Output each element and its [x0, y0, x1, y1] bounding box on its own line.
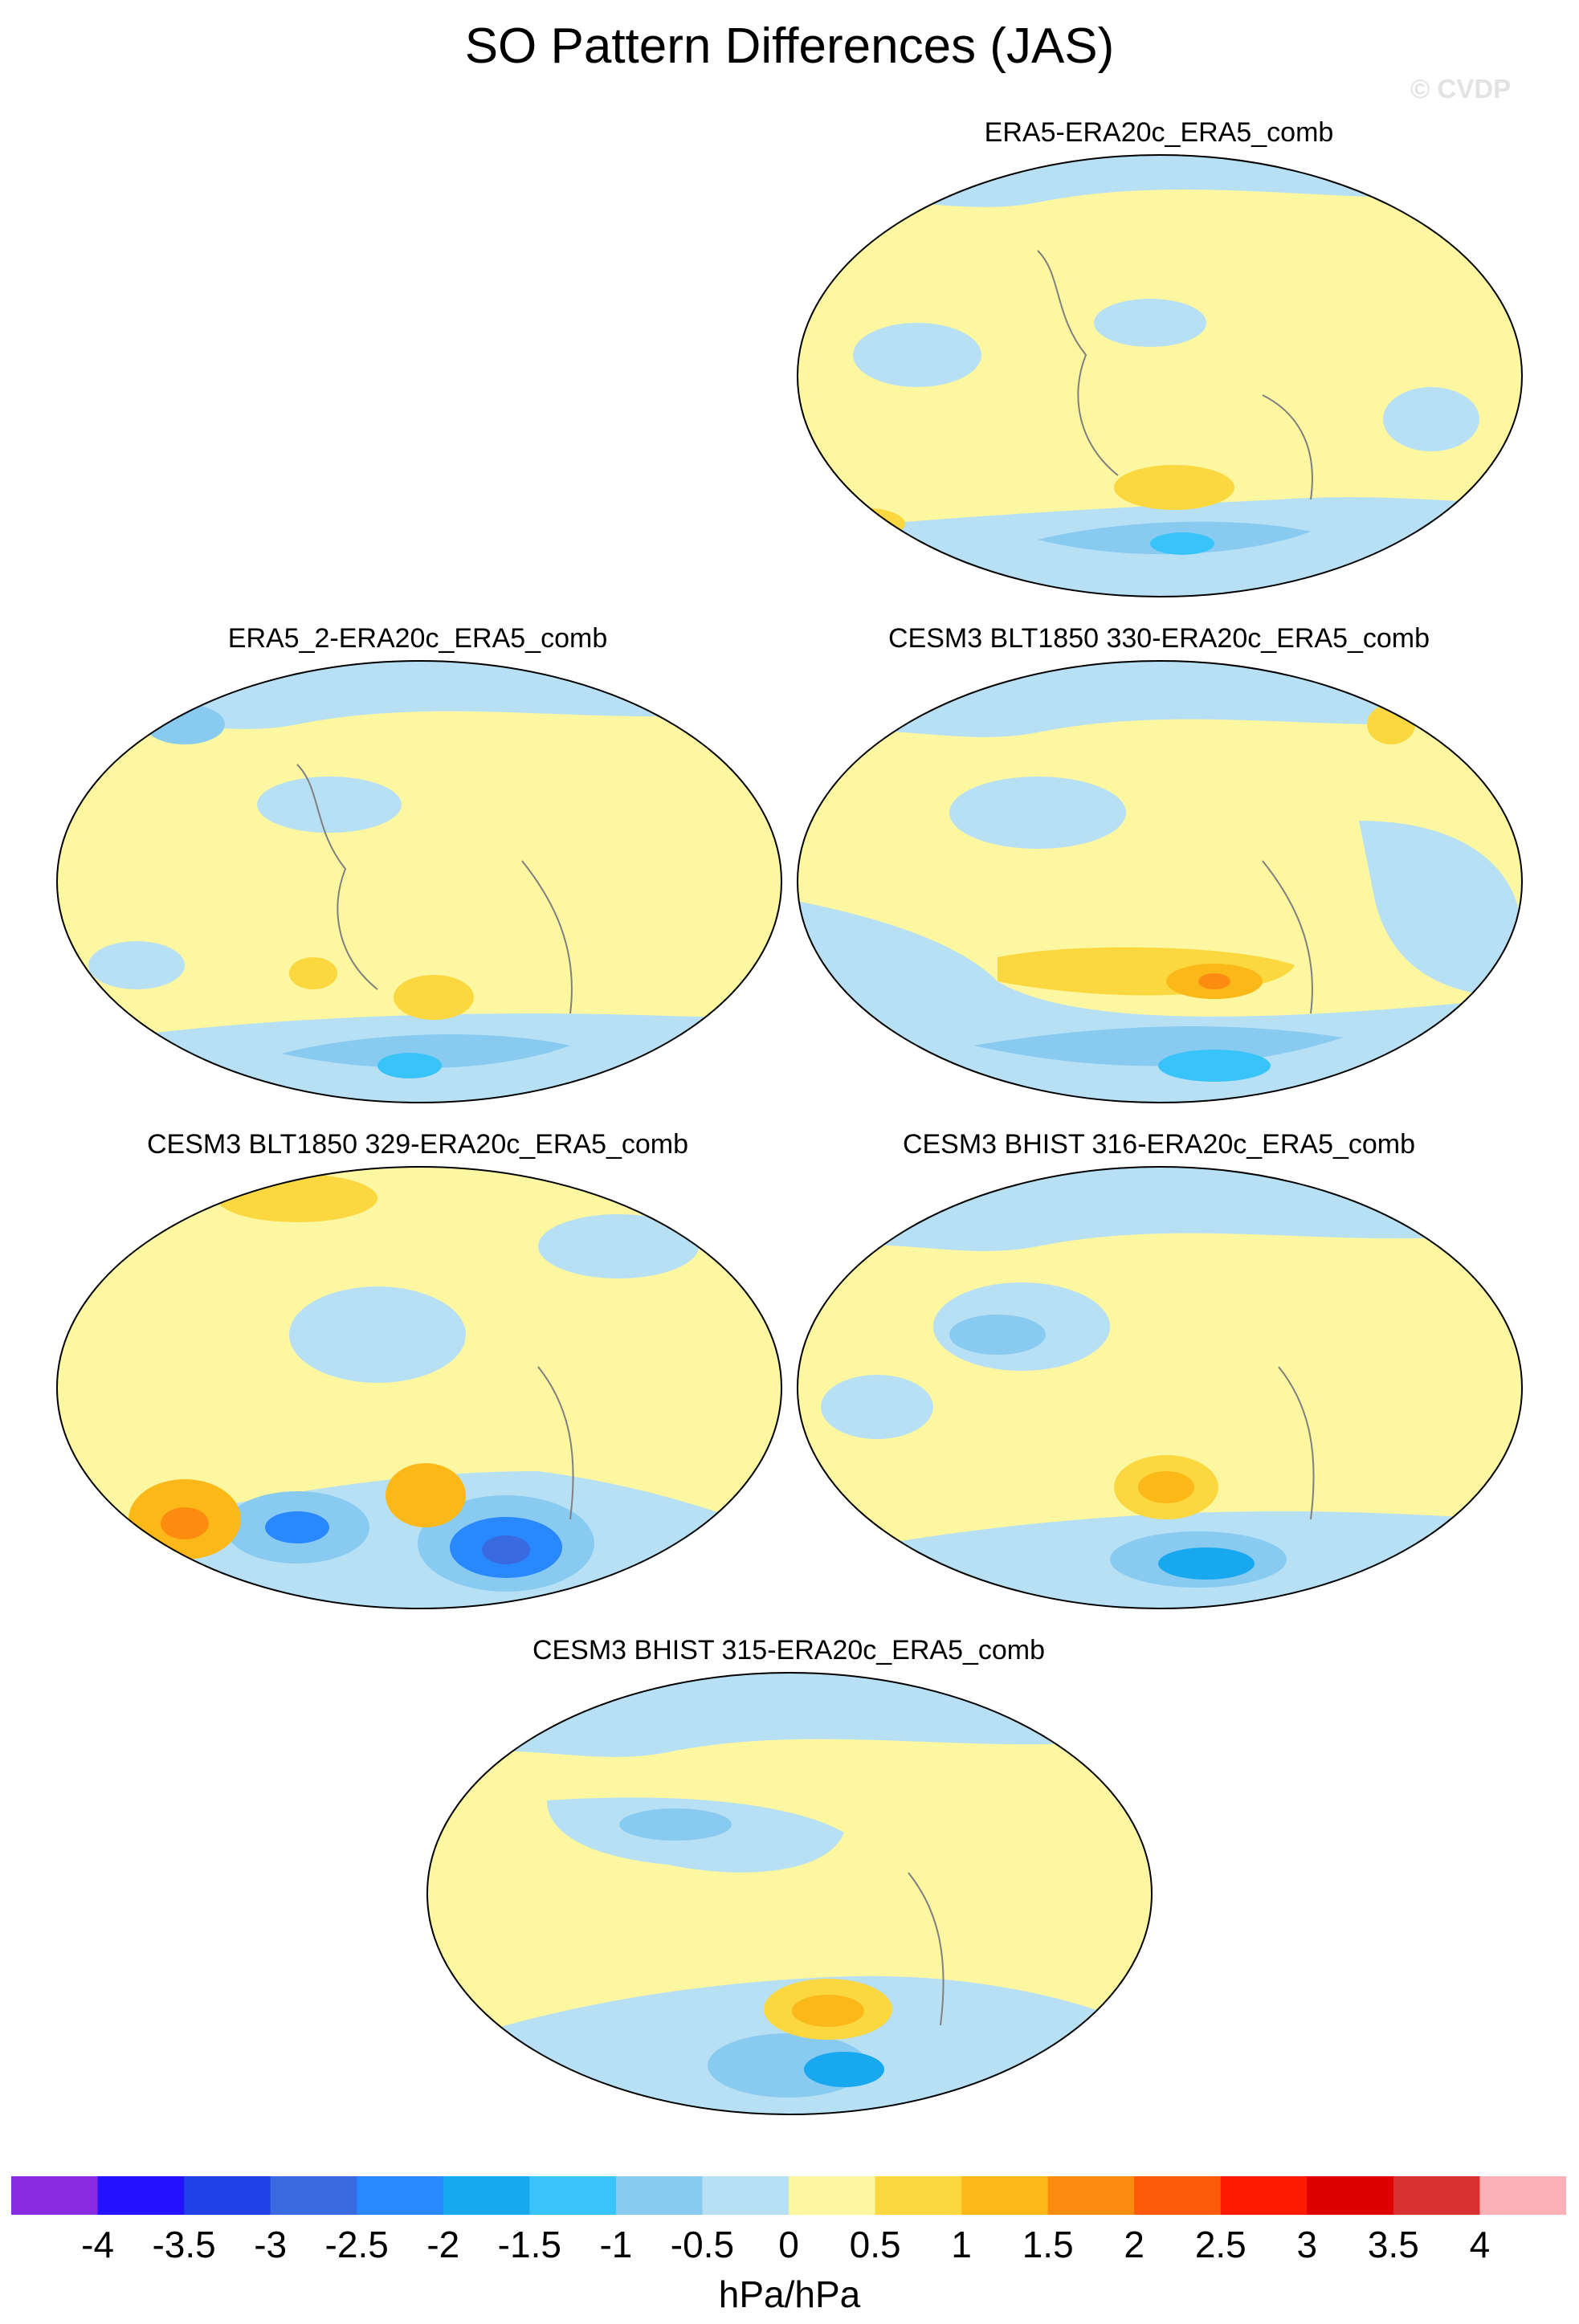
map-panel-era5-2	[56, 660, 782, 1103]
colorbar-box	[615, 2176, 703, 2215]
colorbar-box	[270, 2176, 357, 2215]
watermark: © CVDP	[1410, 74, 1512, 104]
colorbar-box	[961, 2176, 1049, 2215]
map-panel-bhist-316	[797, 1166, 1523, 1609]
colorbar-tick-label: -2.5	[324, 2224, 389, 2265]
colorbar-box	[1220, 2176, 1308, 2215]
panel-label-era5: ERA5-ERA20c_ERA5_comb	[984, 117, 1334, 148]
colorbar-box	[11, 2176, 99, 2215]
colorbar	[11, 2176, 1566, 2215]
colorbar-box	[1393, 2176, 1480, 2215]
colorbar-tick-label: -3	[254, 2224, 288, 2265]
colorbar-box	[789, 2176, 876, 2215]
colorbar-tick-label: -2	[426, 2224, 460, 2265]
figure-title: SO Pattern Differences (JAS)	[464, 18, 1115, 74]
colorbar-tick-label: 1	[951, 2224, 972, 2265]
colorbar-tick-label: -4	[81, 2224, 115, 2265]
panel-label-bhist-315: CESM3 BHIST 315-ERA20c_ERA5_comb	[532, 1635, 1046, 1666]
colorbar-tick-label: -3.5	[152, 2224, 216, 2265]
colorbar-tick-label: 0	[778, 2224, 799, 2265]
panel-label-blt1850-330: CESM3 BLT1850 330-ERA20c_ERA5_comb	[887, 623, 1430, 654]
colorbar-box	[443, 2176, 530, 2215]
colorbar-tick-label: 1.5	[1022, 2224, 1074, 2265]
panel-label-bhist-316: CESM3 BHIST 316-ERA20c_ERA5_comb	[902, 1129, 1416, 1160]
colorbar-box	[97, 2176, 185, 2215]
colorbar-box	[357, 2176, 444, 2215]
colorbar-tick-label: -1.5	[497, 2224, 561, 2265]
colorbar-box	[1479, 2176, 1566, 2215]
colorbar-units: hPa/hPa	[718, 2273, 861, 2315]
map-panel-blt1850-329	[56, 1166, 782, 1609]
panel-label-blt1850-329: CESM3 BLT1850 329-ERA20c_ERA5_comb	[146, 1129, 689, 1160]
map-panel-blt1850-330	[797, 660, 1523, 1103]
colorbar-tick-label: -1	[599, 2224, 633, 2265]
colorbar-tick-label: 2	[1124, 2224, 1144, 2265]
colorbar-box	[529, 2176, 617, 2215]
colorbar-tick-label: 3	[1296, 2224, 1318, 2265]
colorbar-ticks: -4 -3.5 -3 -2.5 -2 -1.5 -1 -0.5 0 0.5 1 1.5 2 2.5 3 3.5…	[0, 2223, 1579, 2271]
colorbar-tick-label: 4	[1469, 2224, 1491, 2265]
colorbar-tick-label: 3.5	[1367, 2224, 1419, 2265]
colorbar-tick-label: -0.5	[670, 2224, 735, 2265]
colorbar-box	[1307, 2176, 1394, 2215]
colorbar-tick-label: 2.5	[1194, 2224, 1246, 2265]
colorbar-box	[875, 2176, 962, 2215]
map-panel-bhist-315	[426, 1672, 1153, 2115]
panel-label-era5-2: ERA5_2-ERA20c_ERA5_comb	[227, 623, 608, 654]
colorbar-box	[1134, 2176, 1222, 2215]
map-panel-era5	[797, 154, 1523, 597]
colorbar-box	[184, 2176, 271, 2215]
colorbar-box	[702, 2176, 790, 2215]
colorbar-box	[1047, 2176, 1135, 2215]
colorbar-tick-label: 0.5	[849, 2224, 901, 2265]
